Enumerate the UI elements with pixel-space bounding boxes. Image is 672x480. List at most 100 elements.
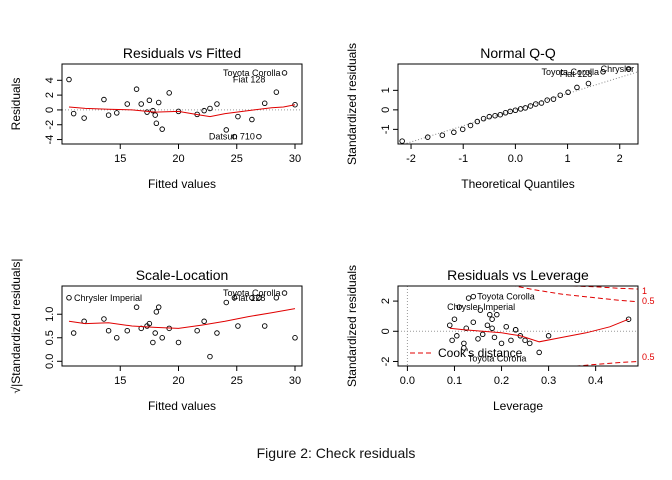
data-point — [133, 304, 140, 310]
data-point — [159, 335, 165, 341]
panel-title: Normal Q-Q — [480, 45, 556, 61]
x-tick-label: -2 — [406, 153, 416, 165]
x-tick-label: 25 — [231, 153, 243, 165]
data-point — [201, 318, 207, 325]
data-point — [527, 340, 533, 347]
y-tick-label: 1 — [380, 87, 392, 93]
data-point — [153, 309, 160, 315]
x-tick-label: 0.3 — [541, 375, 556, 387]
x-axis-label: Theoretical Quantiles — [461, 177, 574, 191]
data-point — [536, 349, 542, 356]
y-axis-label: √|Standardized residuals| — [9, 259, 23, 394]
data-point — [451, 316, 458, 322]
x-tick-label: 0.1 — [447, 375, 462, 387]
y-tick-label: 0 — [44, 107, 56, 113]
y-tick-label: -2 — [44, 120, 56, 130]
y-tick-label: 2 — [380, 298, 392, 304]
data-point — [155, 99, 162, 106]
data-point — [124, 327, 130, 334]
data-point — [223, 299, 230, 306]
data-point — [235, 113, 241, 120]
x-tick-label: 20 — [172, 153, 184, 165]
data-point — [292, 335, 298, 341]
data-point — [470, 319, 477, 325]
data-point — [574, 84, 580, 91]
y-tick-label: -1 — [380, 124, 392, 134]
data-point — [153, 120, 160, 127]
x-tick-label: 15 — [114, 375, 126, 387]
data-point — [465, 295, 472, 301]
panel-2: Normal Q-Q -2 -1 0.0 1 2 -1 0 1 Theoretical Quant… — [345, 43, 669, 191]
x-tick-label: 2 — [617, 153, 623, 165]
data-point — [565, 89, 571, 96]
data-point — [507, 108, 513, 115]
panel-title: Residuals vs Fitted — [123, 45, 241, 61]
data-point — [494, 311, 500, 318]
data-point — [231, 295, 238, 301]
data-point — [512, 107, 519, 113]
data-point — [497, 111, 504, 118]
data-point — [532, 101, 539, 107]
data-point — [261, 100, 268, 107]
data-point — [223, 127, 230, 133]
data-point — [502, 110, 509, 116]
y-axis-label: Residuals — [9, 78, 23, 131]
data-point — [492, 112, 498, 119]
data-point — [133, 86, 140, 92]
smooth-line — [68, 308, 296, 329]
data-point — [152, 112, 158, 118]
data-point — [249, 295, 255, 301]
data-point — [150, 107, 156, 114]
y-tick-label: 0 — [380, 328, 392, 334]
point-label: Fiat 128 — [233, 293, 266, 303]
x-tick-label: 0.4 — [588, 375, 603, 387]
plot-frame — [61, 285, 303, 367]
data-point — [231, 133, 238, 140]
data-point — [235, 323, 241, 329]
data-point — [105, 112, 112, 118]
data-point — [124, 101, 130, 107]
point-label: Toyota Corolla — [223, 68, 281, 78]
data-point — [470, 293, 477, 300]
data-point — [66, 295, 72, 301]
data-point — [522, 337, 528, 344]
data-point — [66, 76, 72, 83]
data-point — [512, 327, 519, 333]
smooth-line — [449, 318, 629, 343]
x-axis-label: Fitted values — [148, 399, 216, 413]
point-label: Datsun 710 — [209, 132, 255, 142]
data-point — [508, 337, 514, 344]
data-point — [451, 129, 457, 136]
cooks-distance-line — [564, 286, 638, 290]
y-tick-label: -2 — [380, 357, 392, 367]
data-point — [625, 316, 632, 322]
data-point — [144, 109, 150, 115]
data-point — [194, 327, 200, 334]
data-point — [261, 323, 268, 329]
data-point — [585, 80, 592, 87]
x-tick-label: 30 — [289, 375, 301, 387]
data-point — [439, 132, 446, 138]
point-label: Toyota Corona — [468, 353, 527, 363]
data-point — [522, 105, 529, 111]
plot-frame — [397, 63, 639, 145]
data-point — [489, 316, 495, 322]
panel-4: Residuals vs Leverage 0.0 0.1 0.2 0.3 0.4 -2 0 2… — [345, 265, 655, 413]
y-tick-label: 0.5 — [44, 330, 56, 345]
x-tick-label: 30 — [289, 153, 301, 165]
data-point — [81, 115, 87, 121]
legend: Cook's distance — [410, 346, 523, 360]
data-point — [207, 105, 213, 112]
point-label: Chrysler Imperial — [601, 64, 669, 74]
point-label: Chrysler Imperial — [447, 302, 515, 312]
data-point — [70, 110, 77, 117]
data-point — [459, 126, 466, 133]
data-point — [273, 295, 280, 301]
data-point — [456, 304, 462, 310]
data-point — [273, 89, 280, 95]
data-point — [498, 340, 505, 347]
